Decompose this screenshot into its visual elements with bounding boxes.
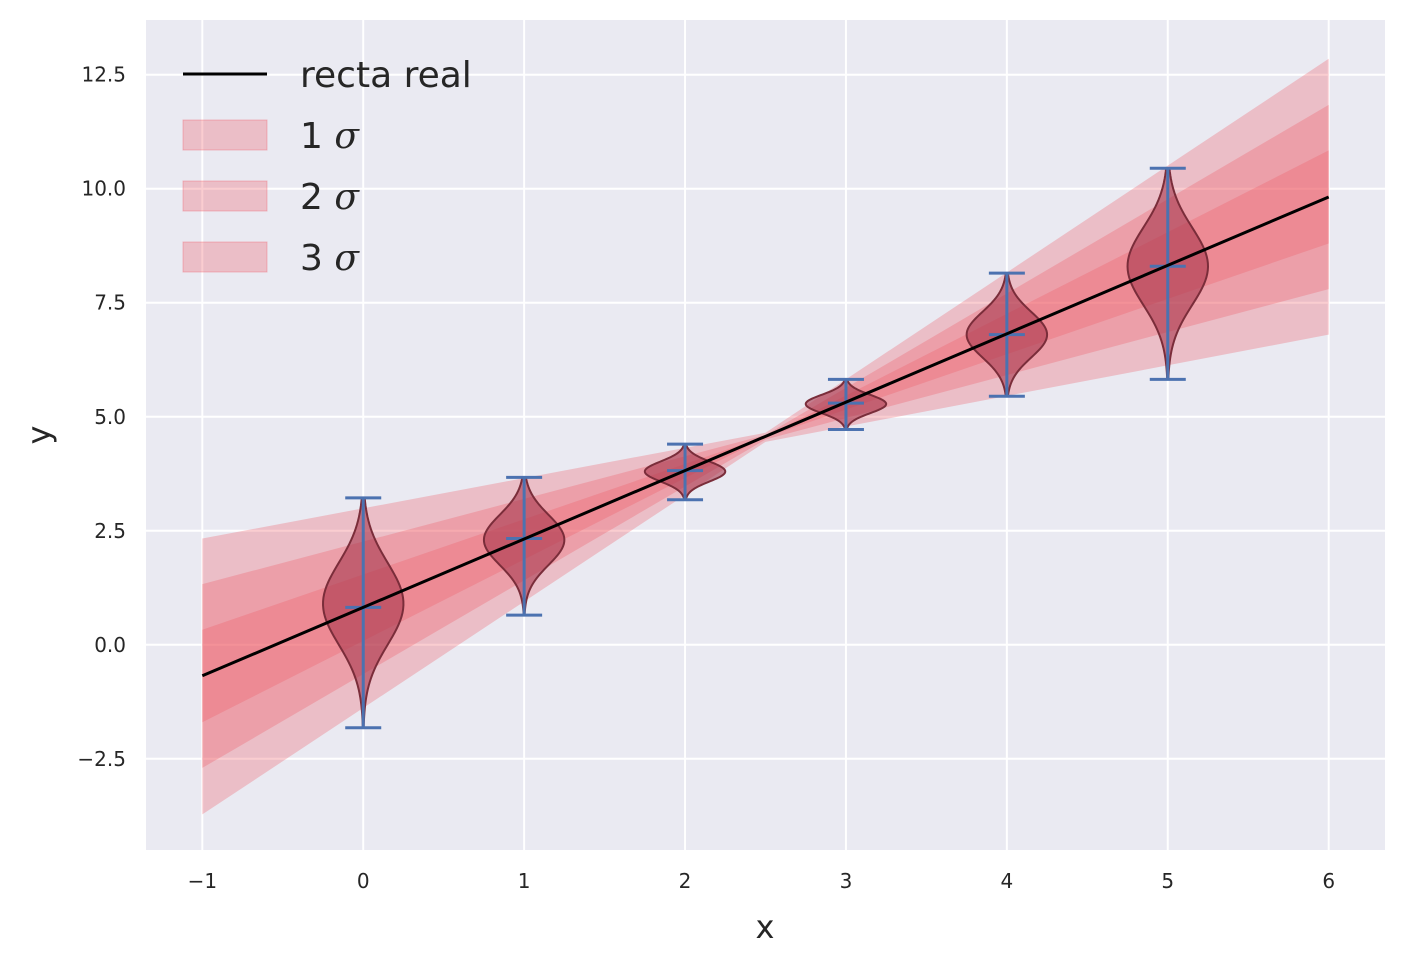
x-tick-label: 4 [1000,869,1013,893]
x-tick-label: −1 [188,869,217,893]
sigma-symbol: σ [334,116,360,157]
x-axis-label: x [756,908,775,946]
y-tick-label: 7.5 [94,291,126,315]
true-line-path [201,195,1330,678]
x-tick-label: 0 [357,869,370,893]
x-tick-label: 3 [840,869,853,893]
x-tick-label: 1 [518,869,531,893]
grid [146,20,1385,850]
y-tick-label: 5.0 [94,405,126,429]
legend-band-swatch [182,180,268,212]
y-tick-label: 0.0 [94,633,126,657]
sigma-symbol: σ [334,177,360,218]
sigma-symbol: σ [334,238,360,279]
legend: recta real 1 σ 2 σ 3 σ [182,55,472,279]
x-tick-label: 6 [1322,869,1335,893]
x-tick-labels: −1 0 1 2 3 4 5 6 [188,869,1335,893]
legend-band-swatch [182,119,268,151]
y-tick-label: 12.5 [81,63,126,87]
y-tick-labels: −2.5 0.0 2.5 5.0 7.5 10.0 12.5 [77,63,126,771]
y-tick-label: 10.0 [81,177,126,201]
true-line [201,195,1330,678]
legend-label-band: 2 σ [300,177,360,218]
x-tick-label: 2 [679,869,692,893]
legend-band-swatch [182,241,268,273]
x-tick-label: 5 [1161,869,1174,893]
legend-label-band: 1 σ [300,116,360,157]
y-axis-label: y [20,426,58,445]
legend-label-true-line: recta real [300,55,472,96]
y-tick-label: 2.5 [94,519,126,543]
legend-label-band: 3 σ [300,238,360,279]
y-tick-label: −2.5 [77,747,126,771]
